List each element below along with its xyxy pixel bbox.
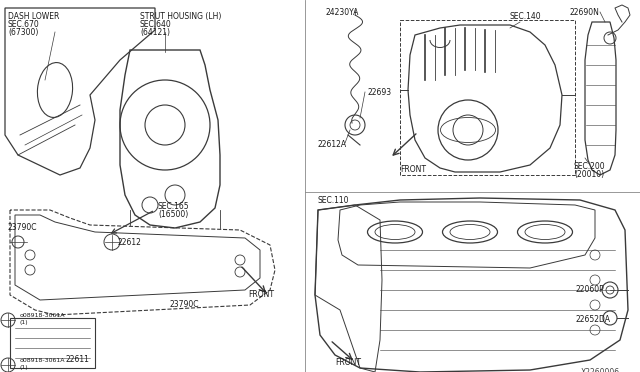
Text: 22690N: 22690N — [570, 8, 600, 17]
Text: SEC.200: SEC.200 — [574, 162, 605, 171]
Text: FRONT: FRONT — [335, 358, 361, 367]
Text: (64121): (64121) — [140, 28, 170, 37]
Text: (1): (1) — [20, 320, 29, 325]
Text: 22652DA: 22652DA — [575, 315, 610, 324]
Text: SEC.670: SEC.670 — [8, 20, 40, 29]
Text: 22612: 22612 — [118, 238, 142, 247]
Text: (1): (1) — [20, 365, 29, 370]
Text: SEC.165: SEC.165 — [158, 202, 189, 211]
Text: X2260006: X2260006 — [581, 368, 620, 372]
Text: (67300): (67300) — [8, 28, 38, 37]
Text: SEC.110: SEC.110 — [318, 196, 349, 205]
Text: (20010): (20010) — [574, 170, 604, 179]
Text: 22060P: 22060P — [575, 285, 604, 294]
Text: 24230YA: 24230YA — [325, 8, 358, 17]
Text: STRUT HOUSING (LH): STRUT HOUSING (LH) — [140, 12, 221, 21]
Text: 22612A: 22612A — [318, 140, 347, 149]
Text: o08918-3061A: o08918-3061A — [20, 313, 65, 318]
Text: 23790C: 23790C — [8, 223, 38, 232]
Text: (16500): (16500) — [158, 210, 188, 219]
Text: DASH LOWER: DASH LOWER — [8, 12, 60, 21]
Text: FRONT: FRONT — [400, 165, 426, 174]
Text: 23790C: 23790C — [170, 300, 200, 309]
Text: 22693: 22693 — [368, 88, 392, 97]
Text: 22611: 22611 — [65, 355, 89, 364]
Text: o08918-3061A: o08918-3061A — [20, 358, 65, 363]
Text: FRONT: FRONT — [248, 290, 274, 299]
Text: SEC.140: SEC.140 — [510, 12, 541, 21]
Bar — [400, 20, 575, 175]
Text: SEC.640: SEC.640 — [140, 20, 172, 29]
